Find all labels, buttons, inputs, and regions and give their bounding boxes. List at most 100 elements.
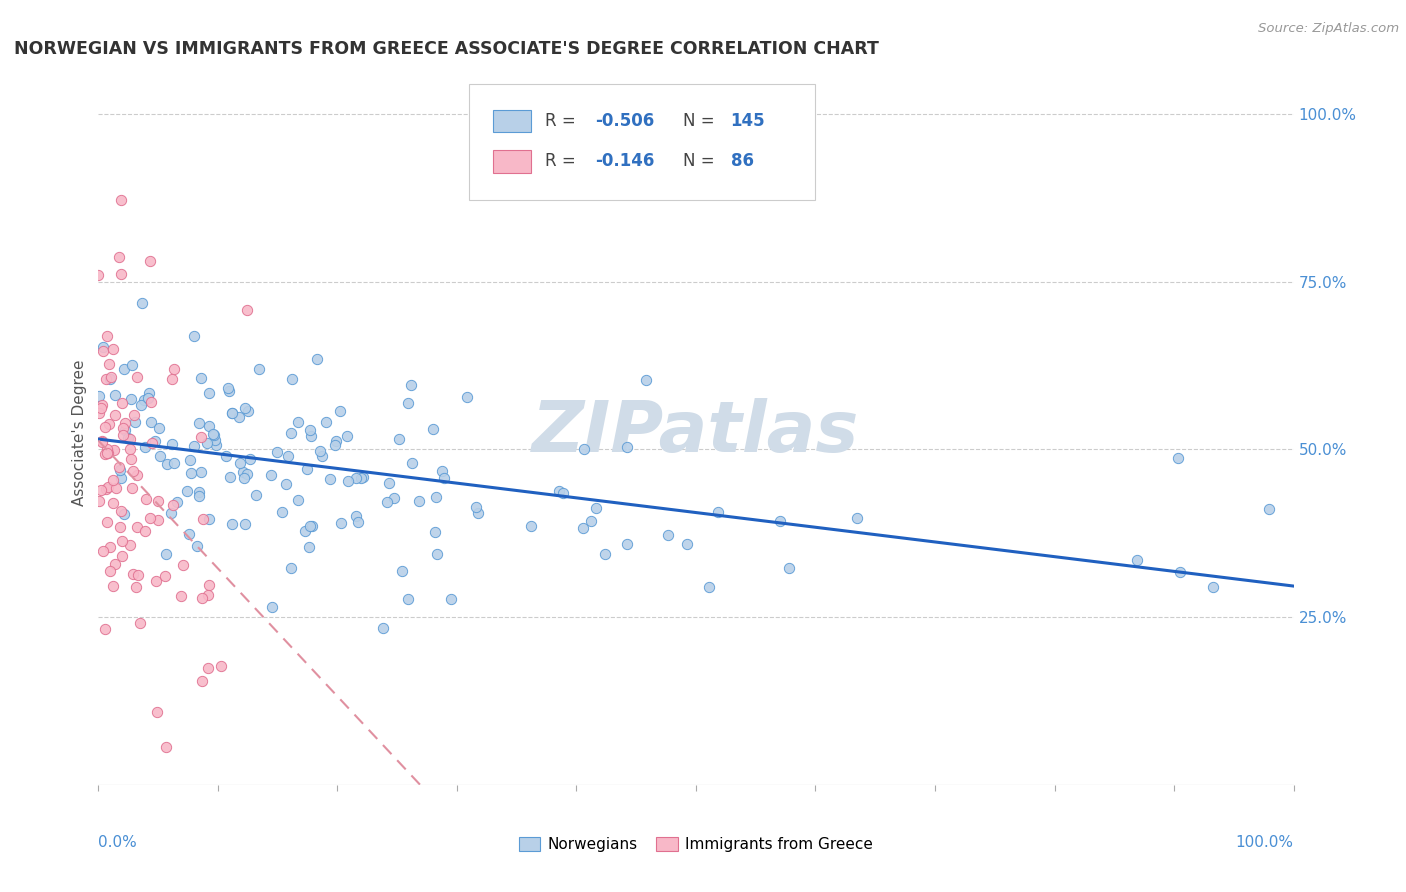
Text: -0.506: -0.506 (596, 112, 655, 130)
Point (382, 491, 405, 505)
Point (186, 539, 208, 553)
Point (131, 398, 153, 412)
Point (221, 516, 243, 531)
Point (616, 537, 638, 551)
Point (121, 358, 143, 372)
Point (219, 470, 242, 484)
Point (98, 564, 121, 578)
FancyBboxPatch shape (494, 110, 531, 132)
Point (128, 615, 150, 630)
Point (98, 357, 121, 371)
Point (281, 371, 304, 385)
Point (91, 544, 114, 558)
Point (96, 515, 118, 529)
FancyBboxPatch shape (470, 84, 815, 200)
Point (190, 430, 212, 444)
Point (325, 434, 347, 449)
Point (198, 577, 221, 591)
Point (301, 519, 323, 533)
Point (315, 415, 337, 429)
Point (98, 372, 121, 386)
Text: 86: 86 (731, 153, 754, 170)
Point (456, 390, 478, 404)
Point (1167, 451, 1189, 466)
Point (91, 434, 114, 449)
Point (87, 406, 110, 420)
Point (198, 386, 221, 401)
Point (90, 401, 112, 416)
Point (103, 443, 125, 458)
Point (198, 419, 221, 434)
Point (103, 473, 125, 487)
Point (191, 512, 214, 526)
Point (125, 370, 148, 384)
Point (112, 427, 135, 442)
Point (298, 540, 321, 554)
Point (221, 406, 243, 420)
Point (87, 268, 110, 282)
Point (465, 500, 488, 515)
Point (551, 486, 574, 500)
Text: R =: R = (546, 153, 582, 170)
Point (349, 471, 371, 485)
Point (657, 528, 679, 542)
Point (155, 547, 177, 561)
Point (191, 674, 214, 689)
Point (120, 432, 142, 446)
Point (188, 490, 211, 504)
Point (139, 254, 162, 268)
Legend: Norwegians, Immigrants from Greece: Norwegians, Immigrants from Greece (513, 830, 879, 858)
Point (202, 428, 225, 442)
Point (110, 471, 132, 485)
Point (114, 416, 136, 430)
Point (146, 512, 169, 526)
Text: N =: N = (683, 112, 714, 130)
Point (110, 504, 132, 518)
Point (162, 499, 184, 513)
Point (239, 451, 262, 466)
Text: R =: R = (546, 112, 582, 130)
Point (122, 464, 145, 478)
Point (236, 403, 259, 417)
Point (778, 561, 800, 575)
Point (183, 329, 205, 343)
Point (94, 447, 117, 461)
Point (308, 443, 330, 458)
Point (245, 488, 267, 502)
Point (218, 384, 240, 398)
Point (89, 389, 111, 403)
Point (572, 442, 595, 456)
Point (100, 369, 122, 384)
Point (396, 395, 419, 409)
Point (266, 444, 288, 458)
Point (91, 340, 114, 354)
Point (676, 537, 699, 551)
Point (149, 449, 172, 463)
Point (769, 514, 792, 528)
Point (141, 436, 163, 450)
Point (153, 568, 176, 582)
Point (110, 267, 132, 281)
Point (101, 496, 124, 510)
Point (221, 406, 243, 420)
Point (139, 510, 162, 524)
Point (235, 517, 257, 532)
Point (134, 524, 156, 538)
Point (190, 591, 212, 605)
Text: NORWEGIAN VS IMMIGRANTS FROM GREECE ASSOCIATE'S DEGREE CORRELATION CHART: NORWEGIAN VS IMMIGRANTS FROM GREECE ASSO… (14, 40, 879, 58)
Point (707, 505, 730, 519)
Point (433, 471, 456, 485)
Point (97, 446, 120, 460)
Point (108, 250, 131, 264)
Point (101, 579, 124, 593)
Point (94, 371, 117, 385)
Point (209, 659, 232, 673)
Point (232, 465, 254, 479)
Point (121, 481, 143, 495)
Point (112, 362, 135, 376)
Point (112, 421, 135, 435)
Point (1168, 565, 1191, 579)
Point (1258, 501, 1281, 516)
Point (163, 456, 186, 470)
Point (430, 465, 453, 479)
